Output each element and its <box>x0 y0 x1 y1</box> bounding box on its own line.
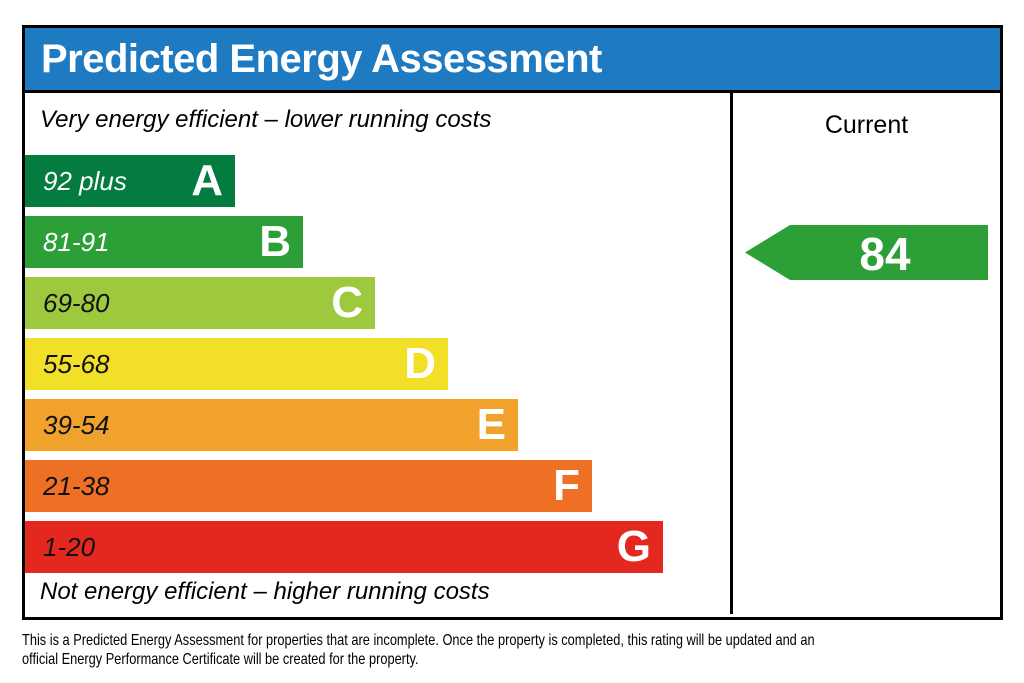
current-column: Current 84 <box>733 93 1000 614</box>
rating-band: 1-20 G <box>25 521 663 573</box>
chart-body: Very energy efficient – lower running co… <box>25 93 1000 614</box>
rating-band: 55-68 D <box>25 338 448 390</box>
band-range-label: 21-38 <box>43 470 110 501</box>
band-range-label: 55-68 <box>43 348 110 379</box>
rating-band: 81-91 B <box>25 216 303 268</box>
footer-line-2: official Energy Performance Certificate … <box>22 651 419 668</box>
current-arrow-shape <box>745 225 988 280</box>
band-letter: A <box>191 156 223 205</box>
band-letter: E <box>476 400 506 449</box>
rating-band: 39-54 E <box>25 399 518 451</box>
top-note: Very energy efficient – lower running co… <box>40 106 492 133</box>
current-rating-value: 84 <box>859 228 911 280</box>
current-arrow-svg: 84 <box>745 225 988 280</box>
band-letter: G <box>616 522 651 571</box>
band-letter: C <box>331 278 363 327</box>
rating-bands: 92 plus A 81-91 B 69-80 C 55-68 D 39-54 <box>25 155 663 582</box>
rating-band: 92 plus A <box>25 155 235 207</box>
band-range-label: 69-80 <box>43 287 110 318</box>
band-letter: D <box>404 339 436 388</box>
band-range-label: 1-20 <box>43 531 96 562</box>
rating-scale-column: Very energy efficient – lower running co… <box>25 93 733 614</box>
band-letter: B <box>259 217 291 266</box>
epc-chart-panel: Predicted Energy Assessment Very energy … <box>22 25 1003 620</box>
footer-disclaimer: This is a Predicted Energy Assessment fo… <box>22 631 1013 669</box>
current-column-header: Current <box>824 111 909 139</box>
current-rating-arrow: 84 <box>745 225 988 280</box>
band-range-label: 81-91 <box>43 226 110 257</box>
footer-line-1: This is a Predicted Energy Assessment fo… <box>22 632 815 649</box>
bottom-note: Not energy efficient – higher running co… <box>40 578 490 605</box>
page-title: Predicted Energy Assessment <box>41 36 602 81</box>
band-letter: F <box>553 461 580 510</box>
band-range-label: 39-54 <box>43 409 110 440</box>
band-range-label: 92 plus <box>43 165 127 196</box>
rating-band: 21-38 F <box>25 460 592 512</box>
title-bar: Predicted Energy Assessment <box>25 28 1000 93</box>
rating-band: 69-80 C <box>25 277 375 329</box>
